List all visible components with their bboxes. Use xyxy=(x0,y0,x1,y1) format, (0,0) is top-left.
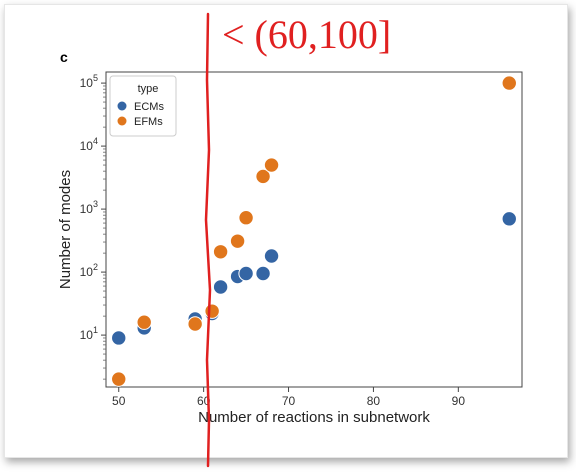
point-ecms xyxy=(501,211,517,227)
legend-marker-efms xyxy=(117,116,127,126)
point-efms xyxy=(501,75,517,91)
point-efms xyxy=(204,303,220,319)
point-efms xyxy=(212,244,229,260)
legend-marker-ecms xyxy=(117,101,127,111)
y-tick-label: 102 xyxy=(80,262,98,279)
figure-card xyxy=(4,4,568,458)
x-axis-title: Number of reactions in subnetwork xyxy=(198,409,430,426)
panel-label: c xyxy=(60,49,68,65)
point-ecms xyxy=(263,248,280,264)
point-efms xyxy=(229,233,246,249)
point-ecms xyxy=(255,265,271,282)
x-tick-label: 90 xyxy=(452,394,466,408)
y-tick-label: 105 xyxy=(80,73,98,90)
x-axis-ticks: 50 60 70 80 90 xyxy=(112,387,465,408)
legend: type ECMs EFMs xyxy=(109,75,177,137)
x-tick-label: 70 xyxy=(282,394,296,408)
y-axis-title: Number of modes xyxy=(57,170,74,289)
point-efms xyxy=(136,314,152,330)
y-tick-label: 103 xyxy=(80,199,98,216)
x-tick-label: 80 xyxy=(367,394,381,408)
annotation-text: < (60,100] xyxy=(222,12,391,57)
legend-label-ecms: ECMs xyxy=(134,101,164,113)
point-ecms xyxy=(238,265,254,282)
point-ecms xyxy=(212,279,229,295)
x-tick-label: 50 xyxy=(112,394,126,408)
point-ecms xyxy=(111,330,127,346)
y-tick-label: 104 xyxy=(80,136,98,153)
point-efms xyxy=(187,316,203,332)
y-tick-label: 101 xyxy=(80,325,98,342)
annotation-line xyxy=(204,12,212,468)
point-efms xyxy=(238,210,254,226)
legend-label-efms: EFMs xyxy=(134,116,163,128)
plot-area xyxy=(105,71,523,388)
point-efms xyxy=(111,371,127,387)
point-efms xyxy=(255,168,271,185)
y-axis-ticks: 101 102 103 104 105 xyxy=(80,73,106,380)
point-efms xyxy=(263,157,280,173)
legend-title: type xyxy=(138,83,159,95)
data-points xyxy=(111,75,517,387)
